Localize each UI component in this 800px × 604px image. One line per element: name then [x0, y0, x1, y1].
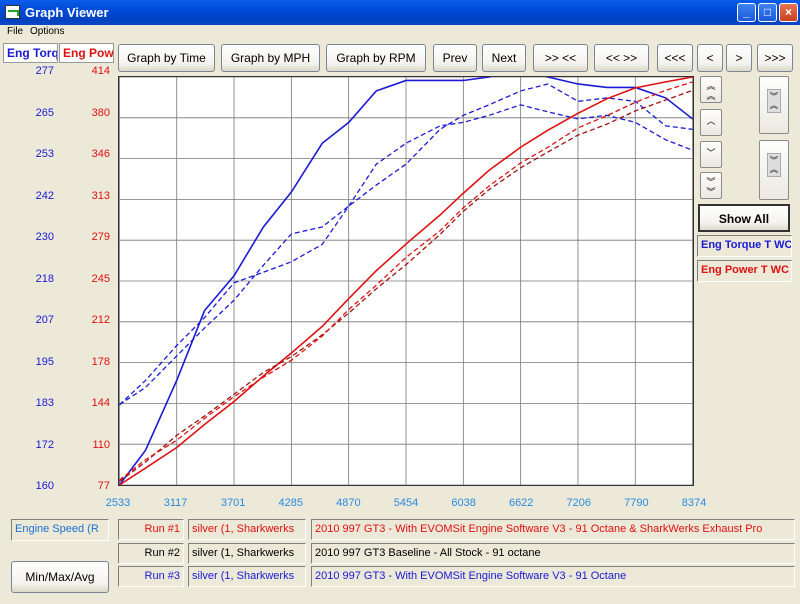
- scroll-far-left-button[interactable]: <<<: [657, 44, 693, 72]
- torque-tick: 172: [35, 439, 54, 451]
- power-tick: 346: [91, 148, 110, 160]
- next-button[interactable]: Next: [482, 44, 526, 72]
- power-tick: 212: [91, 314, 110, 326]
- show-all-button[interactable]: Show All: [698, 204, 790, 232]
- power-tick: 245: [91, 273, 110, 285]
- app-graph-icon: [5, 5, 20, 19]
- run-1-description: 2010 997 GT3 - With EVOMSit Engine Softw…: [311, 519, 795, 540]
- chart-lines: [119, 77, 693, 485]
- power-tick: 178: [91, 356, 110, 368]
- run-3-label: Run #3: [118, 566, 184, 587]
- torque-tick: 265: [35, 107, 54, 119]
- graph-by-time-button[interactable]: Graph by Time: [118, 44, 215, 72]
- vertical-zoom-out-button[interactable]: ︾ ︽: [759, 76, 789, 134]
- prev-button[interactable]: Prev: [433, 44, 477, 72]
- chevron-double-down-icon: ︾ ︾: [706, 177, 716, 197]
- scroll-up-fast-button[interactable]: ︽ ︽: [700, 76, 722, 103]
- torque-tick: 242: [35, 190, 54, 202]
- maximize-button[interactable]: □: [758, 3, 777, 22]
- chevron-double-up-icon: ︽ ︽: [706, 81, 716, 101]
- vertical-zoom-in-icon: ︾ ︽: [767, 153, 781, 177]
- menu-file[interactable]: File: [7, 26, 24, 37]
- title-bar: Graph Viewer _ □ ×: [0, 0, 800, 25]
- torque-tick: 277: [35, 65, 54, 77]
- power-tick: 414: [91, 65, 110, 77]
- torque-line-run-2: [119, 83, 693, 406]
- power-line-run-2: [119, 89, 693, 482]
- x-tick-label: 2533: [105, 497, 131, 509]
- run-3-car: silver (1, Sharkwerks: [188, 566, 306, 587]
- power-tick: 110: [92, 439, 110, 451]
- scroll-right-button[interactable]: >: [726, 44, 752, 72]
- legend-power[interactable]: Eng Power T WC: [697, 260, 792, 282]
- run-2-car: silver (1, Sharkwerks: [188, 543, 306, 564]
- torque-tick: 160: [35, 480, 54, 492]
- x-tick-label: 5454: [393, 497, 419, 509]
- x-tick-label: 3701: [220, 497, 246, 509]
- chevron-up-icon: ︿: [706, 116, 716, 126]
- power-line-run-1: [119, 77, 693, 485]
- min-max-avg-button[interactable]: Min/Max/Avg: [11, 561, 109, 593]
- power-tick: 313: [91, 190, 110, 202]
- scroll-left-button[interactable]: <: [697, 44, 723, 72]
- torque-tick: 207: [35, 314, 54, 326]
- scroll-far-right-button[interactable]: >>>: [757, 44, 793, 72]
- torque-tick: 195: [35, 356, 54, 368]
- chart-grid: [119, 77, 693, 485]
- scroll-down-fast-button[interactable]: ︾ ︾: [700, 172, 722, 199]
- torque-tick: 218: [35, 273, 54, 285]
- run-2-description: 2010 997 GT3 Baseline - All Stock - 91 o…: [311, 543, 795, 564]
- window-title: Graph Viewer: [25, 5, 109, 20]
- power-line-run-3: [119, 81, 693, 481]
- power-tick: 77: [97, 480, 110, 492]
- torque-tick: 183: [35, 397, 54, 409]
- vertical-zoom-out-icon: ︾ ︽: [767, 89, 781, 113]
- zoom-in-button[interactable]: >> <<: [533, 44, 588, 72]
- graph-by-mph-button[interactable]: Graph by MPH: [221, 44, 320, 72]
- torque-tick: 230: [35, 231, 54, 243]
- x-tick-label: 4870: [336, 497, 361, 509]
- x-tick-label: 7790: [624, 497, 649, 509]
- power-tick: 279: [91, 231, 110, 243]
- torque-tick: 253: [35, 148, 54, 160]
- x-tick-label: 6038: [451, 497, 476, 509]
- run-3-description: 2010 997 GT3 - With EVOMSit Engine Softw…: [311, 566, 795, 587]
- menu-options[interactable]: Options: [30, 26, 65, 37]
- dyno-chart[interactable]: [118, 76, 694, 486]
- x-tick-label: 3117: [163, 497, 188, 509]
- x-tick-label: 7206: [566, 497, 592, 509]
- torque-line-run-1: [119, 77, 693, 485]
- zoom-out-button[interactable]: << >>: [594, 44, 649, 72]
- scroll-up-button[interactable]: ︿: [700, 109, 722, 136]
- x-axis-label[interactable]: Engine Speed (R: [11, 519, 109, 541]
- run-2-label: Run #2: [118, 543, 184, 564]
- menu-bar: File Options: [0, 25, 800, 39]
- scroll-down-button[interactable]: ﹀: [700, 141, 722, 168]
- power-tick: 380: [91, 107, 110, 119]
- torque-line-run-3: [119, 104, 693, 406]
- power-axis: 414 380 346 313 279 245 212 178 144 110 …: [59, 64, 114, 494]
- run-1-label: Run #1: [118, 519, 184, 540]
- torque-axis-tab[interactable]: Eng Torq: [3, 43, 58, 63]
- x-tick-label: 8374: [681, 497, 707, 509]
- vertical-zoom-in-button[interactable]: ︾ ︽: [759, 140, 789, 200]
- torque-axis: 277 265 253 242 230 218 207 195 183 172 …: [3, 64, 58, 494]
- close-button[interactable]: ×: [779, 3, 798, 22]
- x-tick-label: 4285: [278, 497, 304, 509]
- chevron-down-icon: ﹀: [706, 148, 716, 158]
- graph-by-rpm-button[interactable]: Graph by RPM: [326, 44, 426, 72]
- run-1-car: silver (1, Sharkwerks: [188, 519, 306, 540]
- power-axis-tab[interactable]: Eng Power: [59, 43, 114, 63]
- minimize-button[interactable]: _: [737, 3, 756, 22]
- power-tick: 144: [91, 397, 110, 409]
- legend-torque[interactable]: Eng Torque T WC: [697, 235, 792, 257]
- x-tick-label: 6622: [508, 497, 534, 509]
